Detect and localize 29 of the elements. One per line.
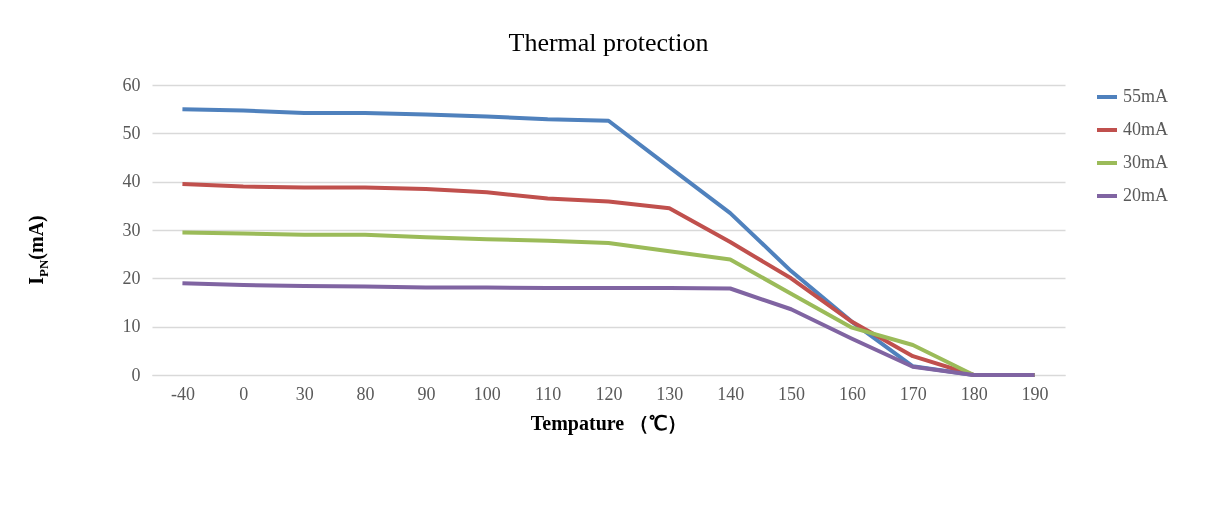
legend-label: 20mA bbox=[1123, 185, 1168, 205]
x-tick-label: 30 bbox=[295, 383, 314, 404]
x-tick-label: 110 bbox=[534, 383, 562, 404]
y-tick-label: 10 bbox=[122, 316, 141, 337]
x-tick-label: -40 bbox=[170, 383, 195, 404]
x-tick-label: 0 bbox=[239, 383, 249, 404]
x-tick-label: 150 bbox=[778, 383, 806, 404]
x-axis-title: Tempature （℃） bbox=[530, 411, 688, 435]
legend-label: 30mA bbox=[1123, 152, 1168, 172]
x-tick-label: 80 bbox=[356, 383, 375, 404]
x-tick-label: 100 bbox=[473, 383, 501, 404]
x-tick-label: 90 bbox=[417, 383, 436, 404]
y-tick-label: 20 bbox=[122, 267, 141, 288]
line-series bbox=[180, 281, 1037, 377]
x-tick-label: 160 bbox=[838, 383, 866, 404]
legend-label: 55mA bbox=[1123, 86, 1168, 106]
x-tick-label: 180 bbox=[960, 383, 988, 404]
y-tick-label: 0 bbox=[131, 364, 141, 385]
x-tick-label: 140 bbox=[717, 383, 745, 404]
y-tick-label: 60 bbox=[122, 74, 141, 95]
x-tick-label: 120 bbox=[595, 383, 623, 404]
chart-title: Thermal protection bbox=[508, 28, 709, 57]
x-tick-label: 130 bbox=[656, 383, 684, 404]
y-tick-label: 50 bbox=[122, 122, 141, 143]
legend-label: 40mA bbox=[1123, 119, 1168, 139]
y-tick-label: 30 bbox=[122, 219, 141, 240]
x-tick-label: 190 bbox=[1021, 383, 1049, 404]
y-tick-label: 40 bbox=[122, 171, 141, 192]
x-tick-label: 170 bbox=[899, 383, 927, 404]
